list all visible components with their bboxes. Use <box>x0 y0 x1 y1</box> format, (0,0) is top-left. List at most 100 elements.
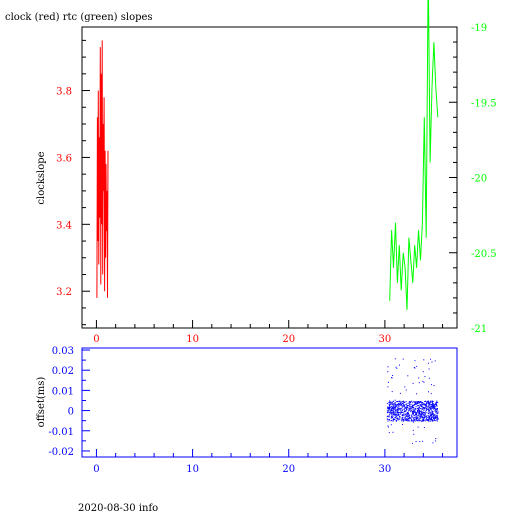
offset-point <box>430 405 432 407</box>
offset-point <box>415 441 417 443</box>
offset-point <box>425 400 426 402</box>
offset-point <box>388 407 390 408</box>
offset-point <box>407 416 409 418</box>
offset-point <box>437 418 439 420</box>
offset-point <box>392 411 394 413</box>
offset-point <box>413 406 415 408</box>
offset-point <box>429 411 431 413</box>
offset-point <box>386 415 388 417</box>
offset-point <box>387 407 389 409</box>
offset-point <box>412 416 414 418</box>
offset-point <box>392 431 394 433</box>
offset-point <box>408 409 410 411</box>
offset-point <box>407 407 409 409</box>
offset-point <box>387 426 389 428</box>
offset-point <box>423 404 425 406</box>
offset-point <box>405 416 407 418</box>
offset-point <box>398 414 400 416</box>
offset-point <box>402 358 404 360</box>
offset-point <box>425 403 427 405</box>
offset-point <box>418 377 420 379</box>
offset-point <box>421 406 423 408</box>
offset-point <box>414 402 416 404</box>
offset-point <box>419 404 421 406</box>
offset-point <box>417 417 419 419</box>
offset-point <box>418 402 420 404</box>
offset-point <box>418 411 420 412</box>
left-y-tick-label: 3.6 <box>56 153 72 164</box>
offset-point <box>423 419 425 421</box>
offset-point <box>410 414 412 416</box>
offset-point <box>389 403 391 405</box>
lower-x-axis: 0 10 20 30 <box>93 449 444 475</box>
offset-point <box>391 417 393 418</box>
offset-point <box>417 420 419 422</box>
offset-point <box>423 359 425 361</box>
offset-point <box>426 418 428 420</box>
offset-point <box>428 409 430 411</box>
offset-point <box>430 384 432 386</box>
offset-point <box>399 403 401 405</box>
offset-point <box>416 365 418 367</box>
offset-point <box>436 419 438 421</box>
offset-point <box>402 405 404 407</box>
offset-point <box>408 414 410 416</box>
offset-point <box>404 401 405 403</box>
offset-point <box>402 402 404 404</box>
offset-point <box>418 410 420 412</box>
offset-point <box>417 408 419 409</box>
offset-point <box>401 411 402 413</box>
offset-point <box>418 411 420 413</box>
offset-point <box>421 413 423 415</box>
offset-point <box>434 415 436 417</box>
offset-point <box>428 408 430 410</box>
offset-point <box>415 416 417 418</box>
offset-point <box>408 412 410 414</box>
offset-point <box>422 406 424 408</box>
offset-point <box>430 418 432 420</box>
offset-point <box>396 420 397 422</box>
offset-point <box>434 417 436 419</box>
offset-point <box>402 418 404 420</box>
offset-point <box>432 442 434 444</box>
offset-point <box>388 402 390 404</box>
offset-point <box>388 415 390 417</box>
offset-point <box>432 417 434 419</box>
offset-point <box>436 413 438 415</box>
offset-point <box>421 416 423 418</box>
lower-y-axis: 0.03 0.02 0.01 0 -0.01 -0.02 <box>48 346 90 458</box>
offset-point <box>427 420 429 421</box>
offset-point <box>407 402 409 404</box>
offset-point <box>409 417 411 419</box>
offset-point <box>413 410 415 412</box>
offset-point <box>427 414 429 416</box>
offset-point <box>388 408 390 410</box>
offset-point <box>424 412 426 414</box>
offset-point <box>398 417 400 419</box>
offset-point <box>420 411 422 413</box>
footer-date-info: 2020-08-30 info <box>78 503 158 512</box>
offset-point <box>411 404 413 406</box>
offset-point <box>423 412 424 413</box>
offset-point <box>432 403 434 405</box>
left-y-tick-label: 3.8 <box>56 87 72 98</box>
lower-y-tick-label: 0.03 <box>52 346 74 357</box>
offset-point <box>387 406 389 408</box>
offset-point <box>414 416 416 418</box>
offset-point <box>420 404 422 406</box>
offset-point <box>392 407 393 409</box>
offset-point <box>397 409 398 410</box>
offset-point <box>429 407 431 408</box>
offset-point <box>421 402 423 403</box>
offset-point <box>417 410 419 412</box>
right-y-tick-label: -19.5 <box>471 98 497 109</box>
offset-point <box>419 411 421 413</box>
offset-point <box>436 405 438 407</box>
offset-point <box>424 407 426 409</box>
offset-point <box>396 413 398 415</box>
offset-point <box>415 401 417 403</box>
offset-point <box>423 407 425 409</box>
offset-point <box>424 401 426 402</box>
offset-point <box>389 420 391 422</box>
